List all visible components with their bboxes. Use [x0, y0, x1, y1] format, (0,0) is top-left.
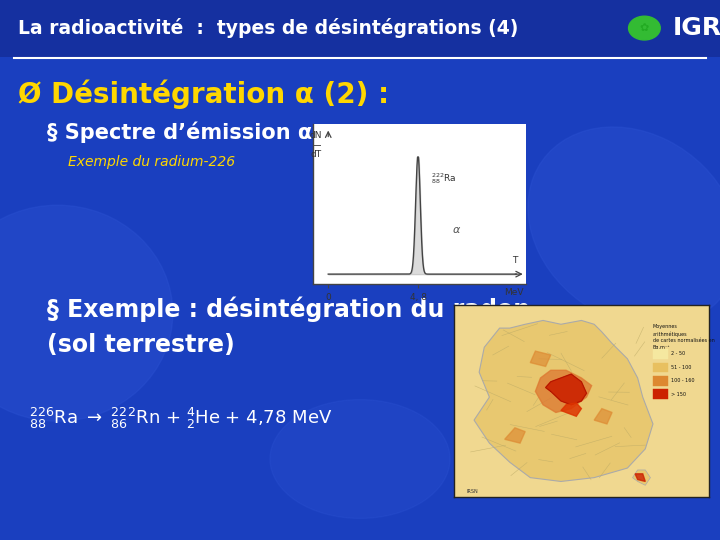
Text: MeV: MeV — [505, 288, 524, 297]
Ellipse shape — [0, 205, 173, 421]
Text: ✿: ✿ — [639, 23, 649, 33]
Bar — [653, 389, 668, 399]
Polygon shape — [536, 370, 592, 413]
Polygon shape — [594, 409, 612, 424]
Text: Exemple du radium-226: Exemple du radium-226 — [68, 155, 235, 169]
FancyBboxPatch shape — [0, 0, 720, 57]
Polygon shape — [505, 428, 525, 443]
Bar — [653, 376, 668, 386]
Text: § Exemple : désintégration du radon
(sol terrestre): § Exemple : désintégration du radon (sol… — [47, 296, 530, 357]
Text: $^{226}_{88}$Ra $\rightarrow$ $^{222}_{86}$Rn + $^{4}_{2}$He + 4,78 MeV: $^{226}_{88}$Ra $\rightarrow$ $^{222}_{8… — [29, 406, 332, 431]
Bar — [653, 363, 668, 372]
Polygon shape — [546, 374, 587, 405]
Text: dT: dT — [310, 150, 322, 159]
Text: § Spectre d’émission α :: § Spectre d’émission α : — [47, 122, 328, 143]
Text: > 150: > 150 — [671, 392, 686, 397]
Text: Ø Désintégration α (2) :: Ø Désintégration α (2) : — [18, 80, 389, 109]
Text: IRSN: IRSN — [467, 489, 478, 494]
Text: 2 - 50: 2 - 50 — [671, 352, 685, 356]
Text: IGR: IGR — [673, 16, 720, 40]
Circle shape — [629, 16, 660, 40]
Polygon shape — [531, 351, 551, 367]
Ellipse shape — [528, 127, 720, 327]
Text: T: T — [512, 256, 517, 265]
Polygon shape — [635, 474, 645, 482]
Text: 100 - 160: 100 - 160 — [671, 379, 694, 383]
Polygon shape — [561, 403, 582, 416]
Polygon shape — [633, 470, 650, 485]
Text: $^{222}_{88}$Ra: $^{222}_{88}$Ra — [431, 171, 456, 186]
Text: Moyennes
arithmétiques
de cartes normalisées en
Bq.m⁻³: Moyennes arithmétiques de cartes normali… — [653, 324, 715, 350]
Text: 51 - 100: 51 - 100 — [671, 365, 691, 370]
Bar — [653, 349, 668, 359]
Polygon shape — [474, 320, 653, 482]
Text: $\alpha$: $\alpha$ — [452, 225, 461, 234]
Text: dN: dN — [310, 131, 323, 140]
Ellipse shape — [270, 400, 450, 518]
Text: La radioactivité  :  types de désintégrations (4): La radioactivité : types de désintégrati… — [18, 18, 518, 38]
